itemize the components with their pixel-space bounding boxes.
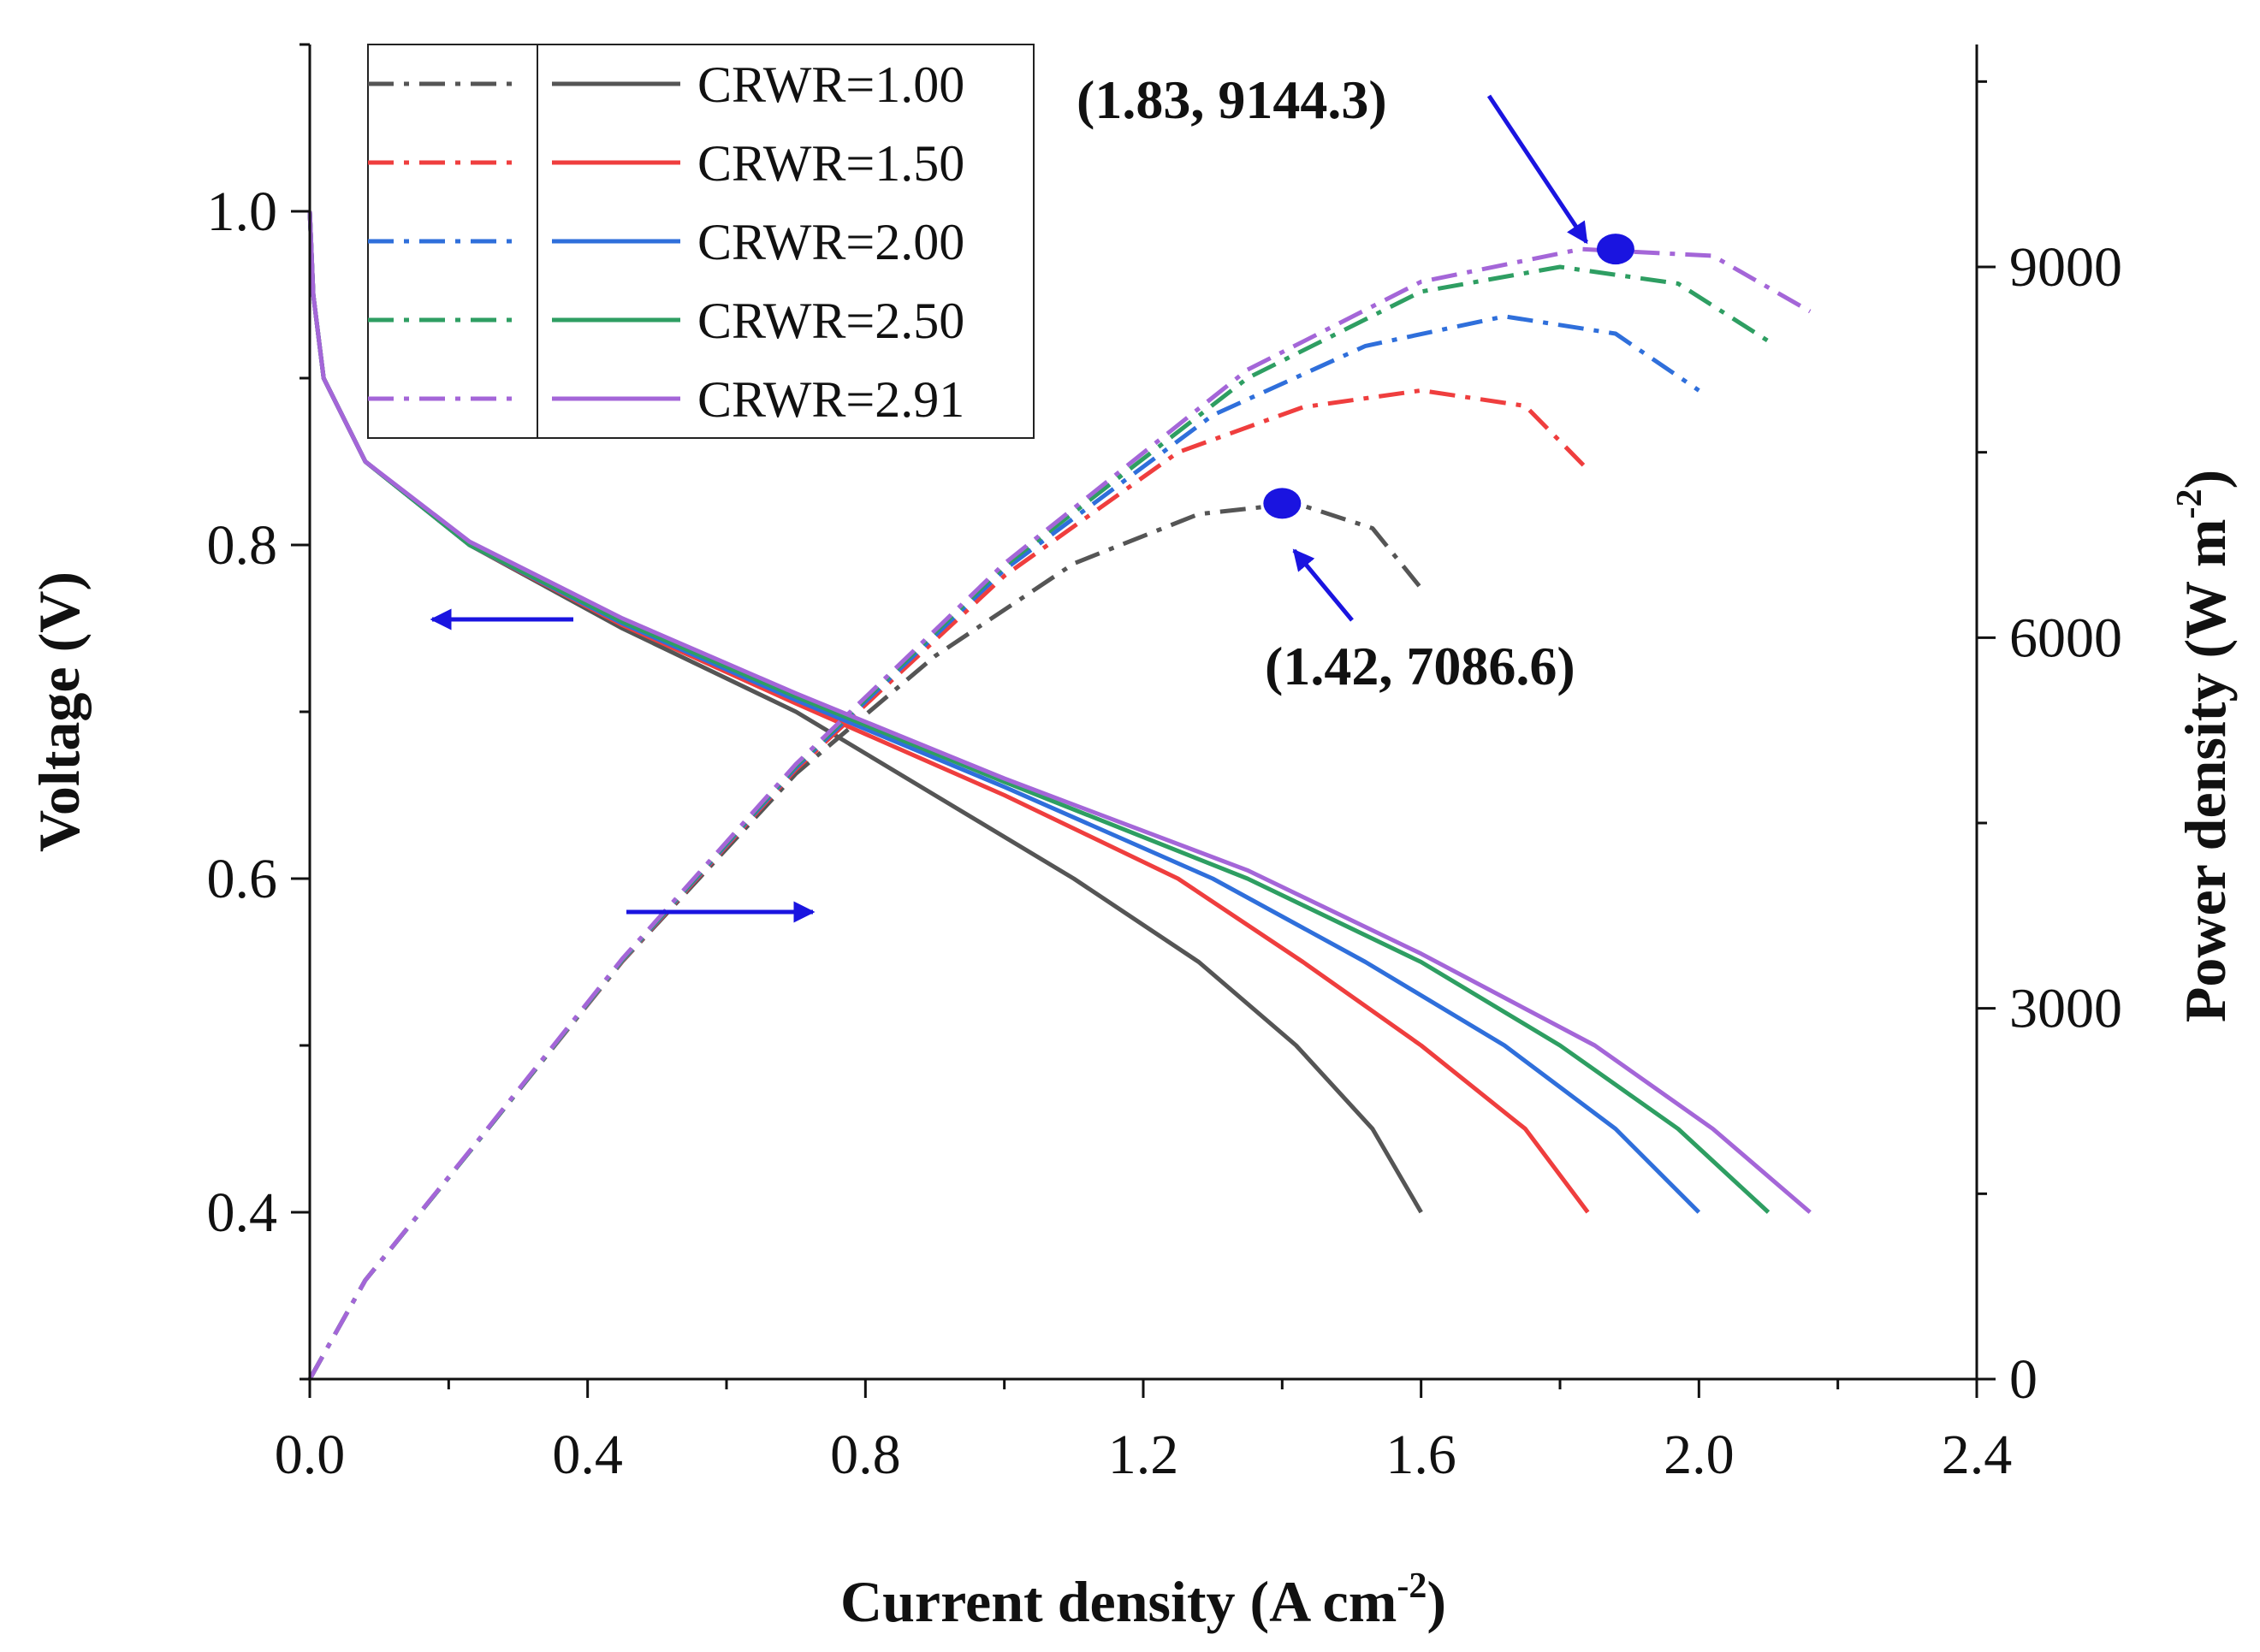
annotation-arrow — [1486, 94, 1589, 245]
y-right-tick-label: 6000 — [2009, 607, 2122, 669]
legend-label: CRWR=2.91 — [697, 371, 964, 428]
legend-label: CRWR=2.00 — [697, 214, 964, 270]
annotation-label: (1.42, 7086.6) — [1265, 636, 1575, 696]
annotation-label: (1.83, 9144.3) — [1077, 69, 1387, 130]
x-tick-label: 0.0 — [275, 1424, 346, 1486]
y-right-tick-label: 9000 — [2009, 236, 2122, 299]
x-tick-label: 2.0 — [1664, 1424, 1735, 1486]
x-tick-label: 2.4 — [1942, 1424, 2013, 1486]
power-line-series-1 — [307, 500, 1423, 1381]
power-line-series-2 — [307, 388, 1590, 1381]
y-left-axis-title: Voltage (V) — [27, 571, 92, 852]
y-left-tick-label: 0.4 — [207, 1181, 278, 1244]
y-right-axis-title: Power density (W m-2) — [2170, 470, 2238, 1022]
x-tick-label: 1.6 — [1385, 1424, 1456, 1486]
voltage-line-series-1 — [307, 210, 1423, 1214]
voltage-line-series-3 — [307, 210, 1701, 1214]
y-right-tick-label: 3000 — [2009, 978, 2122, 1040]
power-line-series-4 — [307, 264, 1770, 1381]
voltage-line-series-2 — [307, 210, 1590, 1214]
x-axis-title: Current density (A cm-2) — [840, 1566, 1446, 1634]
max-point-marker — [1596, 234, 1634, 265]
power-line-series-5 — [307, 246, 1812, 1381]
legend-label: CRWR=2.50 — [697, 293, 964, 349]
x-tick-label: 0.4 — [552, 1424, 623, 1486]
y-right-tick-label: 0 — [2009, 1348, 2038, 1411]
voltage-line-series-5 — [307, 210, 1812, 1214]
y-left-tick-label: 0.6 — [207, 848, 278, 910]
y-left-tick-label: 0.8 — [207, 514, 278, 577]
power-line-series-3 — [307, 314, 1700, 1381]
legend-label: CRWR=1.00 — [697, 56, 964, 113]
max-point-marker — [1263, 488, 1302, 519]
y-left-tick-label: 1.0 — [207, 181, 278, 243]
legend-label: CRWR=1.50 — [697, 135, 964, 192]
x-tick-label: 0.8 — [830, 1424, 901, 1486]
voltage-line-series-4 — [307, 210, 1771, 1214]
annotation-arrow — [1292, 548, 1354, 622]
x-tick-label: 1.2 — [1108, 1424, 1179, 1486]
